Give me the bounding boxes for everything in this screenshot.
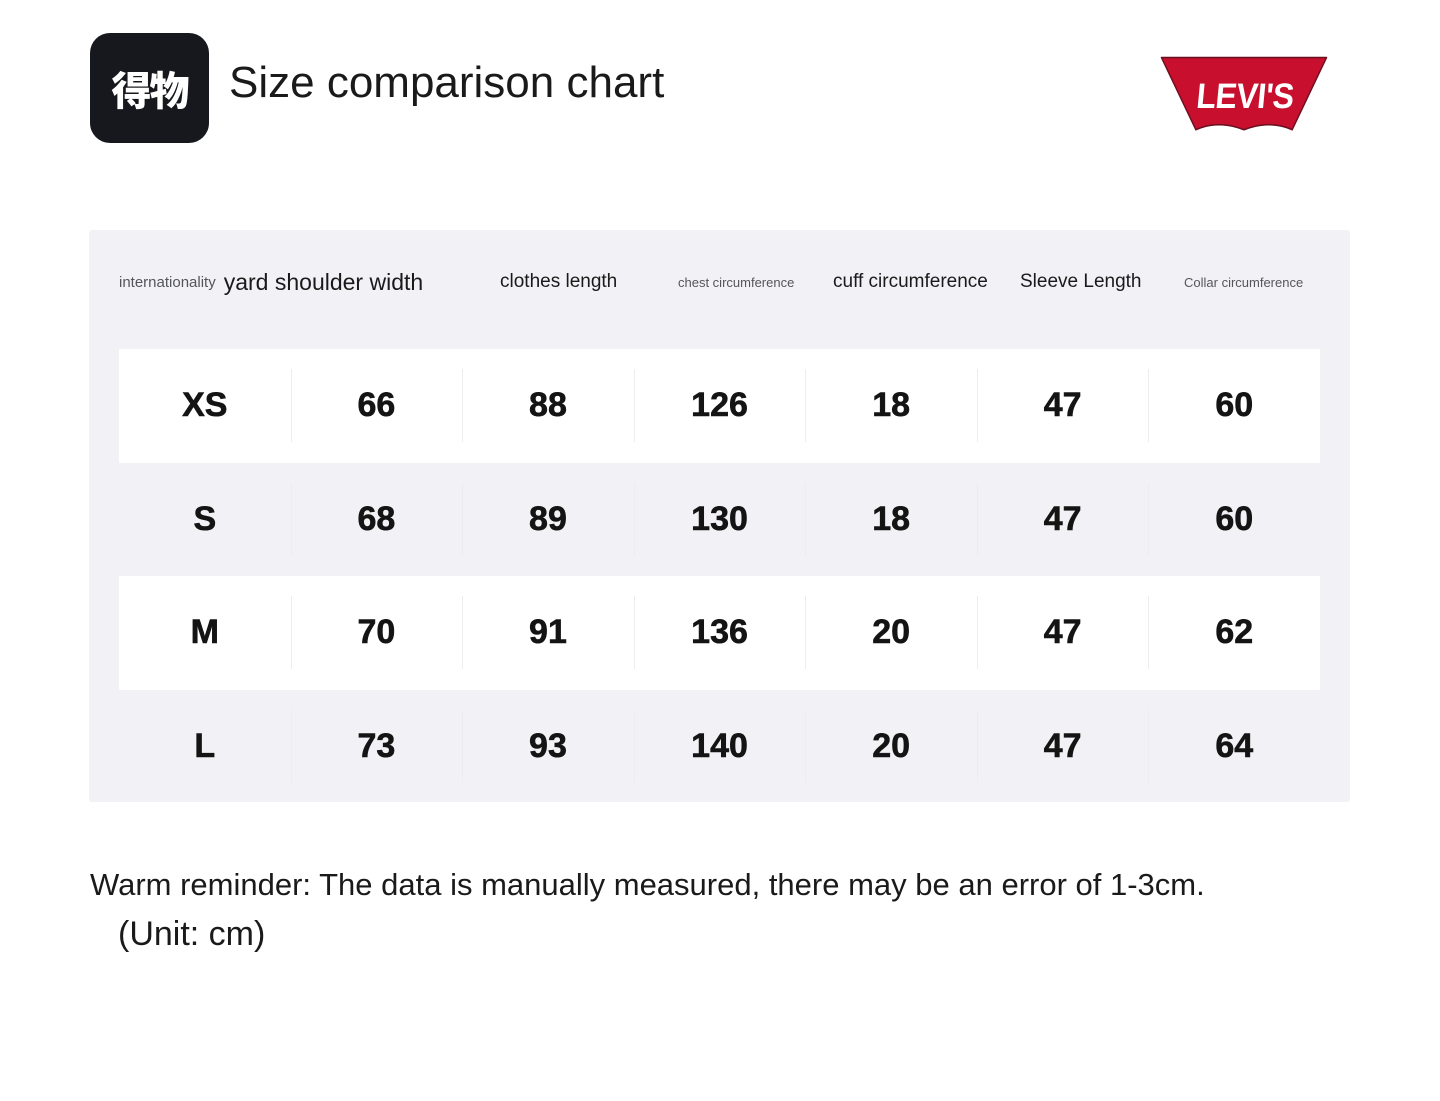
svg-text:LEVI'S: LEVI'S	[1195, 77, 1296, 117]
